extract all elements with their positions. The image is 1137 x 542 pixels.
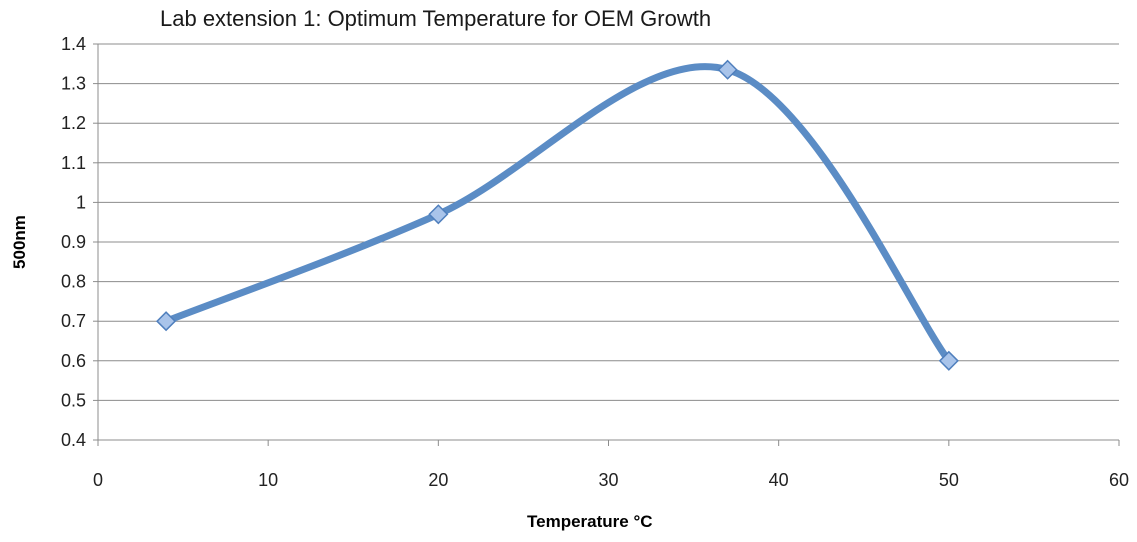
y-tick-label: 0.6 [61, 351, 86, 371]
y-tick-label: 1.3 [61, 74, 86, 94]
x-tick-label: 40 [769, 470, 789, 490]
data-point-marker [717, 59, 738, 80]
y-tick-label: 0.9 [61, 232, 86, 252]
y-axis-label: 500nm [10, 215, 29, 269]
data-point-marker [428, 204, 449, 225]
y-tick-label: 0.4 [61, 430, 86, 450]
data-point-marker [156, 311, 177, 332]
x-tick-label: 30 [598, 470, 618, 490]
x-tick-label: 10 [258, 470, 278, 490]
x-tick-label: 20 [428, 470, 448, 490]
y-tick-label: 1.4 [61, 34, 86, 54]
x-tick-label: 60 [1109, 470, 1129, 490]
y-tick-label: 1.1 [61, 153, 86, 173]
chart-title: Lab extension 1: Optimum Temperature for… [160, 6, 712, 31]
y-tick-label: 0.8 [61, 272, 86, 292]
x-tick-label: 0 [93, 470, 103, 490]
series-line [162, 63, 953, 365]
y-tick-label: 1 [76, 192, 86, 212]
y-tick-label: 0.5 [61, 390, 86, 410]
y-tick-label: 1.2 [61, 113, 86, 133]
y-tick-label: 0.7 [61, 311, 86, 331]
x-tick-label: 50 [939, 470, 959, 490]
data-point-marker [938, 350, 959, 371]
x-axis-label: Temperature °C [527, 512, 653, 531]
